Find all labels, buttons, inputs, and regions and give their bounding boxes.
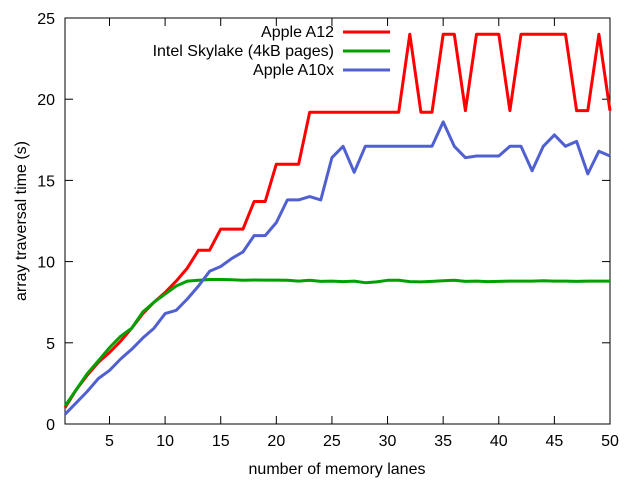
x-axis-label: number of memory lanes — [249, 461, 426, 478]
legend-label-intel-skylake-4kb-pages: Intel Skylake (4kB pages) — [153, 43, 334, 60]
y-tick-label: 5 — [46, 336, 55, 353]
x-tick-label: 20 — [267, 433, 285, 450]
axis-ticks — [65, 17, 611, 425]
y-tick-label: 10 — [37, 255, 55, 272]
x-tick-label: 45 — [545, 433, 563, 450]
series-lines — [63, 32, 612, 416]
x-tick-label: 50 — [601, 433, 619, 450]
y-tick-label: 0 — [46, 417, 55, 434]
legend: Apple A12 Intel Skylake (4kB pages) Apple … — [153, 24, 390, 79]
x-tick-label: 30 — [379, 433, 397, 450]
y-tick-label: 25 — [37, 11, 55, 28]
x-tick-label: 40 — [490, 433, 508, 450]
x-tick-label: 10 — [156, 433, 174, 450]
y-tick-label: 20 — [37, 92, 55, 109]
series-line-apple-a10x — [63, 120, 611, 416]
legend-label-apple-a10x: Apple A10x — [253, 62, 334, 79]
x-tick-label: 25 — [323, 433, 341, 450]
y-axis-label: array traversal time (s) — [13, 141, 30, 301]
plot-frame — [64, 17, 611, 425]
series-line-intel-skylake-4kb-pages — [63, 278, 610, 407]
y-tick-label: 15 — [37, 173, 55, 190]
series-line-apple-a12 — [63, 32, 612, 409]
legend-label-apple-a12: Apple A12 — [261, 24, 334, 41]
x-tick-label: 35 — [434, 433, 452, 450]
x-tick-label: 5 — [105, 433, 114, 450]
axis-tick-labels: 5 10 15 20 25 30 35 40 45 50 0 5 10 15 20 25 — [37, 11, 619, 450]
x-tick-label: 15 — [212, 433, 230, 450]
